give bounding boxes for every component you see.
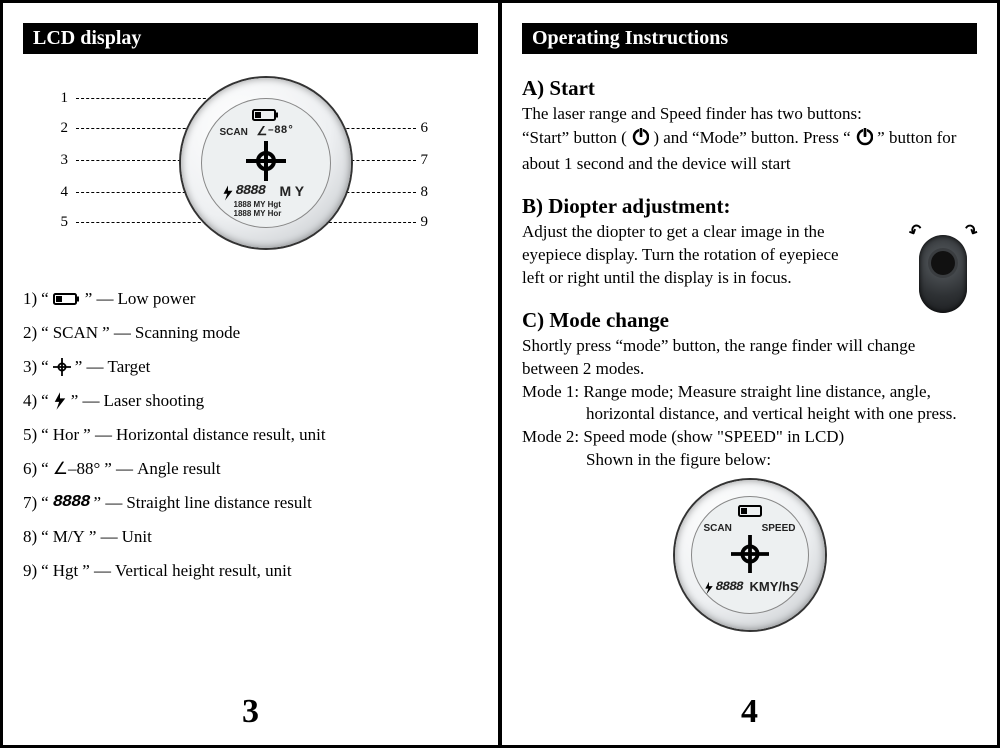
a-line2a: “Start” button ( (522, 128, 627, 147)
a-line2b: ) and “Mode” button. Press “ (653, 128, 855, 147)
legend-item: 6) “ ∠–88° ” — Angle result (23, 452, 478, 486)
legend-item: 8) “ M/Y ” — Unit (23, 520, 478, 554)
legend-item: 3) “ ” — Target (23, 350, 478, 384)
page-3: LCD display 1 2 3 4 5 6 7 8 9 (0, 0, 500, 748)
battery-icon (53, 291, 81, 307)
c-m1b: horizontal distance, and vertical height… (522, 403, 977, 426)
lcd-small-unit: KMY/hS (750, 579, 799, 594)
c-m1a: Mode 1: Range mode; Measure straight lin… (522, 381, 977, 404)
callout-1: 1 (61, 90, 69, 107)
page-number-4: 4 (522, 693, 977, 735)
legend-label: Target (108, 350, 151, 384)
lcd-small-scan: SCAN (704, 523, 732, 534)
battery-icon (252, 107, 280, 123)
c-m2b: Shown in the figure below: (522, 449, 977, 472)
legend-symbol: M/Y (53, 520, 85, 554)
legend-index: 7) (23, 486, 37, 520)
crosshair-icon (246, 141, 286, 181)
legend-item: 1) “ ” — Low power (23, 282, 478, 316)
page-4: Operating Instructions A) Start The lase… (500, 0, 1000, 748)
legend-index: 2) (23, 316, 37, 350)
lcd-scan: SCAN (220, 127, 248, 138)
b-p2: eyepiece display. Turn the rotation of e… (522, 244, 862, 267)
legend-label: Vertical height result, unit (115, 554, 292, 588)
legend-symbol: ∠–88° (53, 452, 101, 486)
lcd-unit: M Y (280, 183, 305, 199)
legend-label: Low power (118, 282, 196, 316)
callout-5: 5 (61, 214, 69, 231)
heading-b-diopter: B) Diopter adjustment: (522, 194, 977, 219)
a-line2: “Start” button ( ) and “Mode” button. Pr… (522, 126, 977, 153)
power-icon (631, 126, 649, 153)
legend-index: 5) (23, 418, 37, 452)
legend-symbol: Hor (53, 418, 79, 452)
legend-symbol: SCAN (53, 316, 98, 350)
battery-icon (738, 503, 762, 517)
heading-a-start: A) Start (522, 76, 977, 101)
crosshair-icon (731, 535, 769, 573)
lcd-small-diagram: SCAN SPEED 8888 KMY/hS (675, 480, 825, 630)
c-m2a: Mode 2: Speed mode (show "SPEED" in LCD) (522, 426, 977, 449)
legend-label: Unit (122, 520, 152, 554)
legend-symbol: Hgt (53, 554, 79, 588)
lcd-digits: 8888 (236, 183, 266, 199)
lcd-hgt: 1888 MY Hgt (234, 200, 281, 209)
rotate-left-arrow-icon: ↶ (905, 219, 926, 243)
legend-item: 2) “ SCAN ” — Scanning mode (23, 316, 478, 350)
callout-4: 4 (61, 184, 69, 201)
callout-9: 9 (421, 214, 429, 231)
lcd-hor: 1888 MY Hor (234, 209, 282, 218)
section-header-ops: Operating Instructions (522, 23, 977, 54)
legend-item: 9) “ Hgt ” — Vertical height result, uni… (23, 554, 478, 588)
a-line2c: ” button for (877, 128, 956, 147)
crosshair-icon (53, 358, 71, 376)
legend-index: 1) (23, 282, 37, 316)
legend-list: 1) “ ” — Low power2) “ SCAN ” — Scanning… (23, 282, 478, 588)
legend-item: 4) “ ” — Laser shooting (23, 384, 478, 418)
lcd-small-digits: 8888 (716, 579, 743, 594)
b-p3: left or right until the display is in fo… (522, 267, 862, 290)
legend-label: Laser shooting (104, 384, 205, 418)
legend-label: Straight line distance result (126, 486, 312, 520)
legend-label: Horizontal distance result, unit (116, 418, 326, 452)
bolt-icon (222, 185, 234, 201)
c-p2: between 2 modes. (522, 358, 977, 381)
callout-7: 7 (421, 152, 429, 169)
page-number-3: 3 (23, 693, 478, 735)
legend-index: 3) (23, 350, 37, 384)
section-header-lcd: LCD display (23, 23, 478, 54)
lcd-screen: SCAN ∠ –88° 8888 M Y 1888 MY Hgt 188 (201, 98, 331, 228)
legend-item: 7) “ 8888 ” — Straight line distance res… (23, 486, 478, 520)
callout-8: 8 (421, 184, 429, 201)
legend-index: 8) (23, 520, 37, 554)
c-p1: Shortly press “mode” button, the range f… (522, 335, 977, 358)
lcd-diagram: 1 2 3 4 5 6 7 8 9 (31, 68, 471, 268)
legend-label: Scanning mode (135, 316, 240, 350)
legend-label: Angle result (137, 452, 221, 486)
heading-c-mode: C) Mode change (522, 308, 977, 333)
callout-3: 3 (61, 152, 69, 169)
rotate-right-arrow-icon: ↷ (960, 219, 981, 243)
diopter-illustration: ↶ ↷ (911, 223, 975, 321)
lcd-angle-icon: ∠ (257, 124, 268, 138)
legend-index: 4) (23, 384, 37, 418)
legend-symbol: 8888 (53, 486, 90, 520)
callout-2: 2 (61, 120, 69, 137)
manual-spread: LCD display 1 2 3 4 5 6 7 8 9 (0, 0, 1000, 748)
a-line3: about 1 second and the device will start (522, 153, 977, 176)
b-p1: Adjust the diopter to get a clear image … (522, 221, 862, 244)
a-line1: The laser range and Speed finder has two… (522, 103, 977, 126)
bolt-icon (704, 581, 714, 595)
lcd-bezel: SCAN ∠ –88° 8888 M Y 1888 MY Hgt 188 (181, 78, 351, 248)
lcd-angle-val: –88° (268, 125, 294, 137)
bolt-icon (53, 392, 67, 410)
legend-index: 9) (23, 554, 37, 588)
lcd-small-speed: SPEED (762, 523, 796, 534)
callout-6: 6 (421, 120, 429, 137)
legend-index: 6) (23, 452, 37, 486)
legend-item: 5) “ Hor ” — Horizontal distance result,… (23, 418, 478, 452)
power-icon (855, 126, 873, 153)
